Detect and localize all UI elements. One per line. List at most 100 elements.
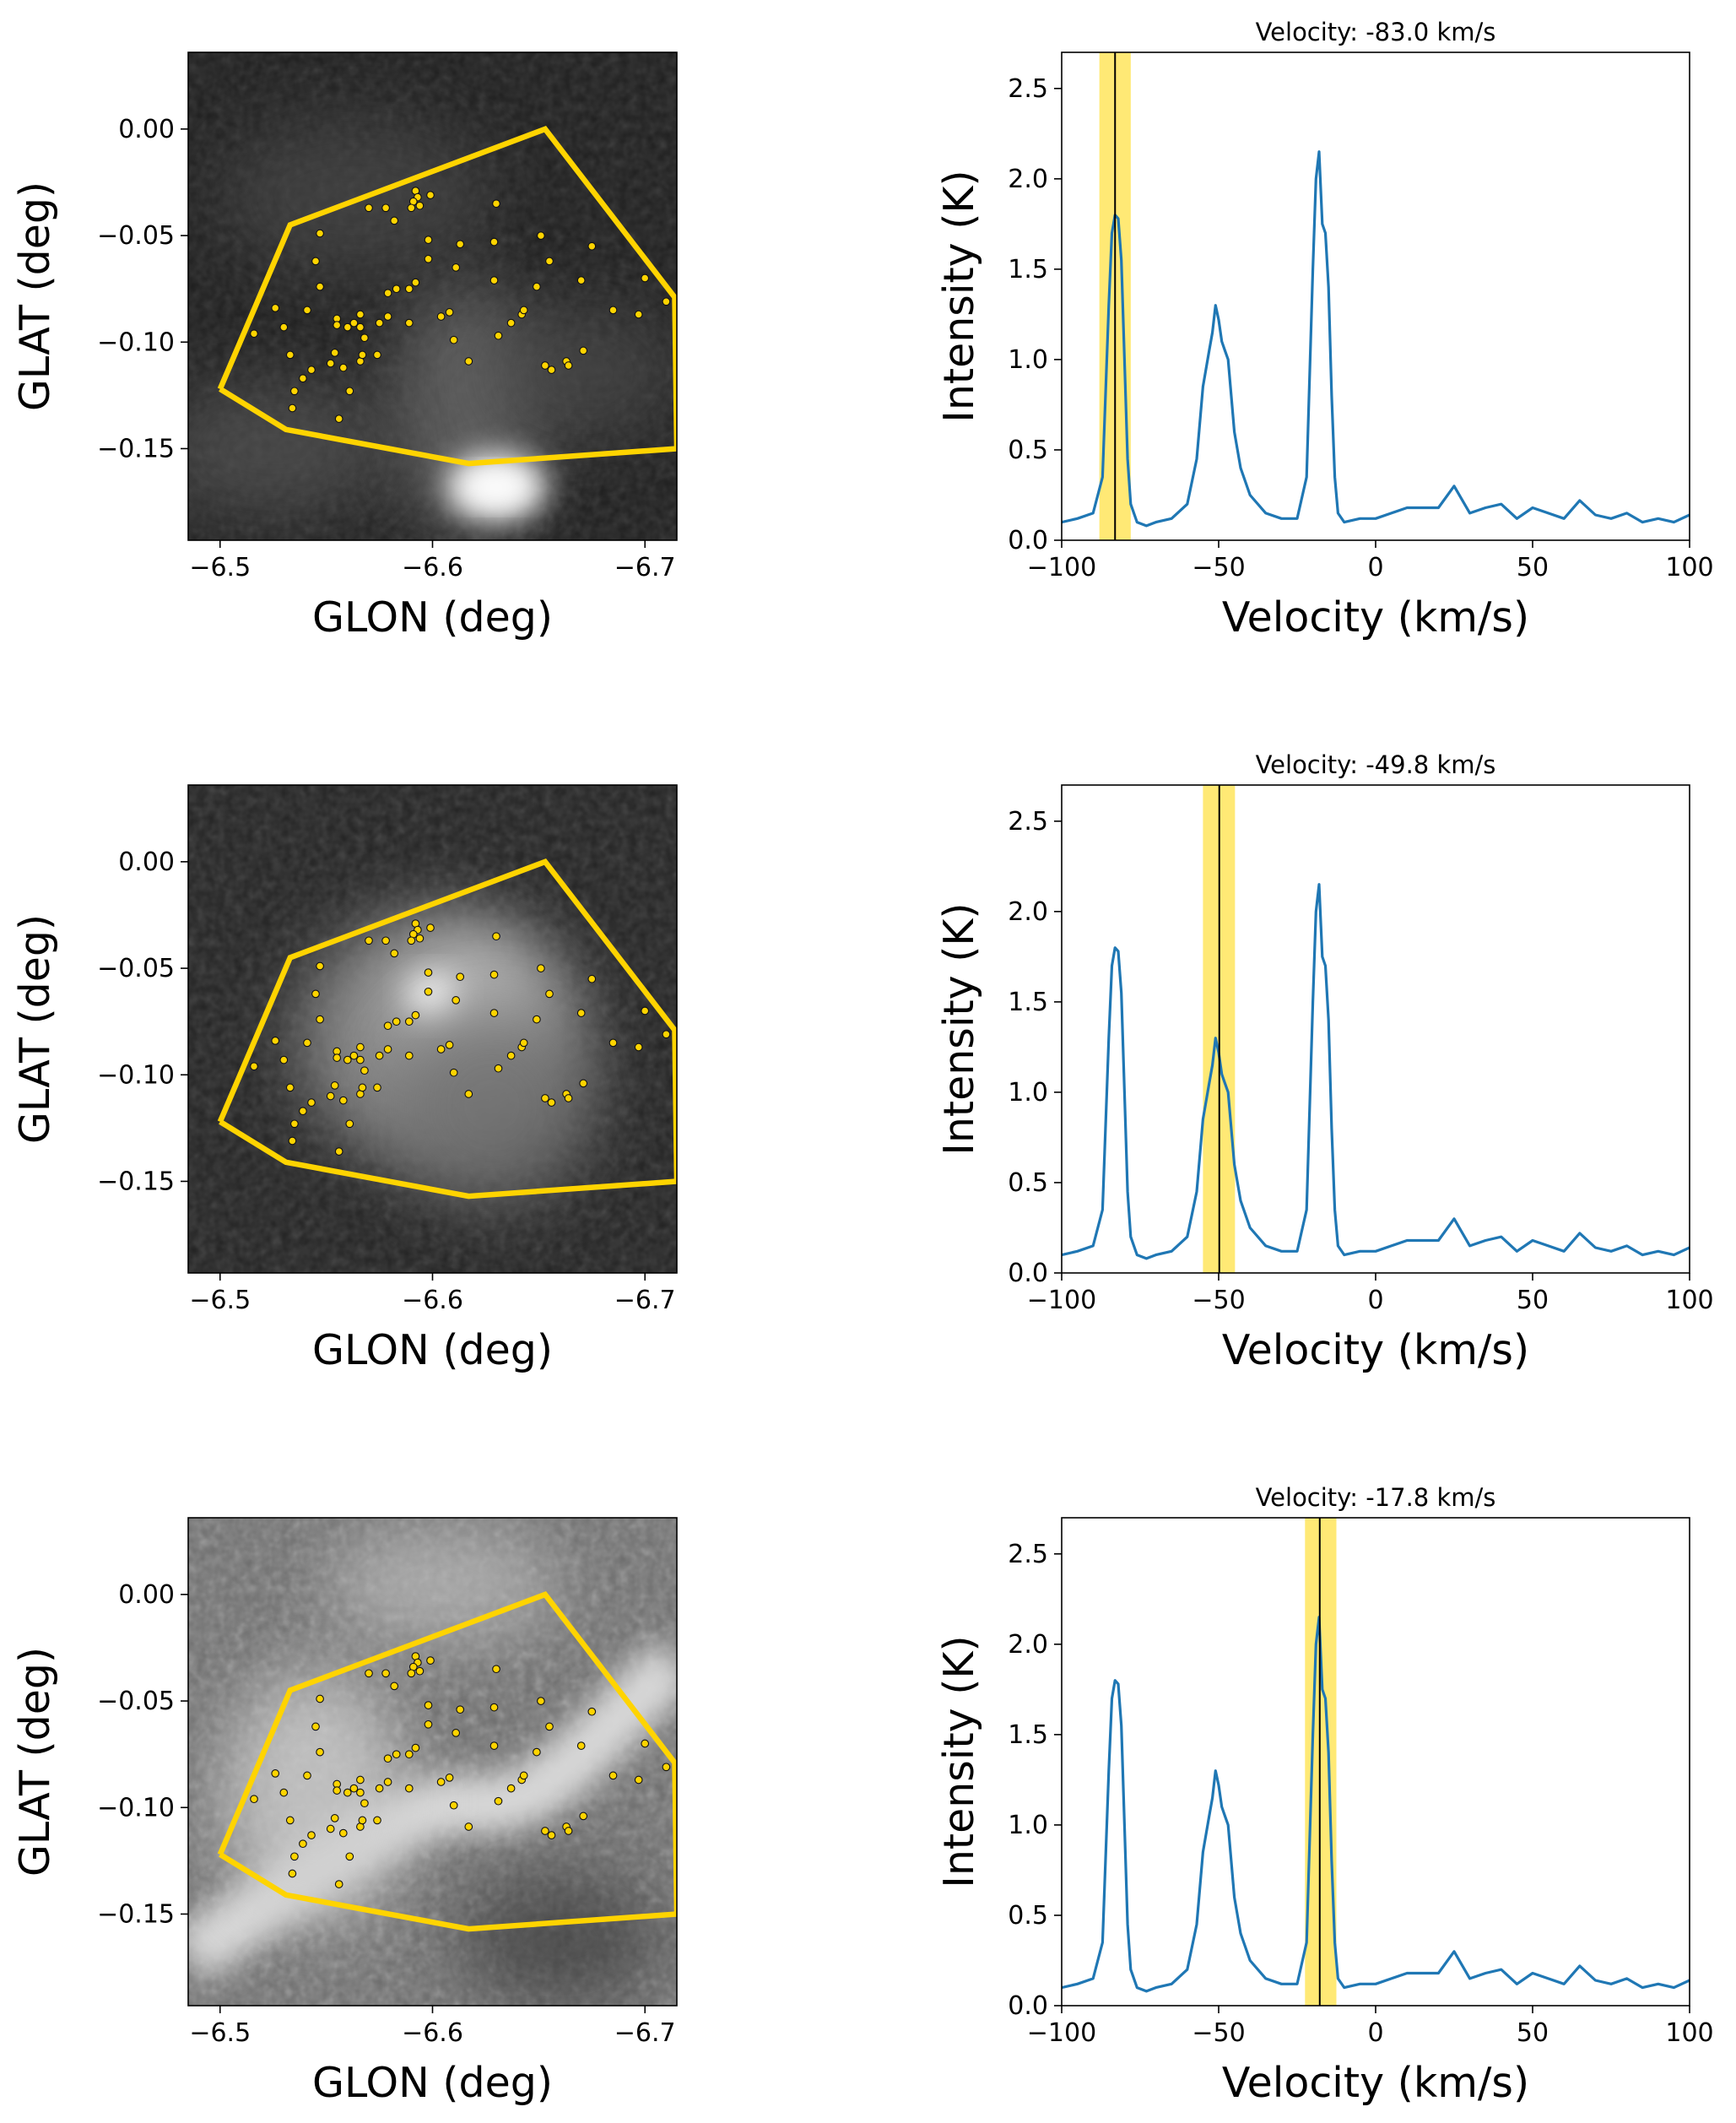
- source-marker: [587, 974, 597, 983]
- source-marker: [288, 1869, 297, 1878]
- y-tick-label: 0.00: [118, 848, 175, 877]
- source-marker: [576, 1009, 586, 1017]
- spectrum-title: Velocity: -49.8 km/s: [1256, 750, 1496, 779]
- source-marker: [288, 403, 297, 413]
- source-marker: [537, 964, 545, 972]
- x-tick-label: 0: [1367, 1286, 1383, 1315]
- source-marker: [326, 359, 335, 368]
- source-marker: [634, 310, 643, 319]
- source-marker: [349, 1784, 359, 1793]
- source-marker: [316, 1747, 324, 1757]
- source-marker: [641, 1739, 650, 1748]
- source-marker: [334, 414, 343, 423]
- source-marker: [464, 1090, 473, 1098]
- source-marker: [365, 936, 373, 945]
- x-tick-label: −50: [1192, 1286, 1245, 1315]
- source-marker: [537, 1697, 545, 1705]
- source-marker: [519, 306, 528, 315]
- y-tick-label: 0.5: [1008, 1901, 1048, 1931]
- source-marker: [358, 350, 367, 360]
- source-marker: [390, 1682, 399, 1691]
- source-marker: [303, 306, 311, 315]
- source-marker: [271, 304, 280, 312]
- source-marker: [404, 1051, 414, 1060]
- source-marker: [383, 1045, 392, 1053]
- x-tick-label: 0: [1367, 553, 1383, 582]
- source-marker: [519, 1038, 528, 1048]
- source-marker: [343, 1788, 352, 1797]
- source-marker: [307, 366, 316, 374]
- map-image: [188, 52, 677, 540]
- source-marker: [383, 1021, 392, 1031]
- x-tick-label: 50: [1517, 553, 1549, 582]
- y-tick-label: 2.5: [1008, 74, 1048, 104]
- source-marker: [449, 1801, 458, 1810]
- y-axis-label: GLAT (deg): [11, 1647, 59, 1877]
- x-tick-label: 100: [1665, 553, 1713, 582]
- source-marker: [492, 932, 500, 941]
- source-marker: [449, 1068, 458, 1077]
- source-marker: [285, 1816, 295, 1825]
- x-tick-label: −6.6: [402, 2018, 463, 2048]
- y-tick-label: 2.5: [1008, 1540, 1048, 1569]
- x-tick-label: −50: [1192, 2018, 1245, 2048]
- spectrum-panel-2: Velocity: -49.8 km/s −100 −50 0 50 100 0.0 0.5 1…: [935, 750, 1714, 1374]
- source-marker: [390, 949, 399, 958]
- source-marker: [494, 1796, 503, 1806]
- source-marker: [326, 1824, 335, 1833]
- x-tick-label: 50: [1517, 2018, 1549, 2048]
- x-tick-label: −6.6: [402, 1286, 463, 1315]
- x-tick-label: −100: [1027, 553, 1096, 582]
- map-panel-1: −6.5 −6.6 −6.7 0.00 −0.05 −0.10 −0.15 GLON (deg…: [11, 51, 678, 642]
- source-marker: [316, 1694, 324, 1703]
- y-tick-label: 1.0: [1008, 1078, 1048, 1108]
- spectrum-frame: [1061, 51, 1690, 541]
- x-tick-label: −50: [1192, 553, 1245, 582]
- source-marker: [345, 1852, 354, 1861]
- source-marker: [587, 1707, 597, 1716]
- y-tick-label: 0.0: [1008, 526, 1048, 555]
- source-marker: [390, 216, 399, 225]
- source-marker: [316, 282, 324, 291]
- source-marker: [330, 349, 339, 357]
- source-marker: [381, 936, 390, 945]
- y-tick-label: 1.5: [1008, 1720, 1048, 1750]
- y-tick-label: 2.0: [1008, 897, 1048, 927]
- source-marker: [489, 237, 499, 246]
- y-tick-label: −0.10: [97, 1060, 175, 1090]
- x-axis-label: GLON (deg): [312, 2059, 553, 2107]
- x-tick-label: −100: [1027, 1286, 1096, 1315]
- source-marker: [407, 1669, 416, 1678]
- spectrum-line: [1062, 150, 1690, 528]
- source-marker: [456, 972, 465, 982]
- source-marker: [338, 1828, 348, 1838]
- source-marker: [338, 363, 348, 372]
- source-marker: [373, 1083, 381, 1092]
- y-tick-label: −0.15: [97, 434, 175, 463]
- source-marker: [360, 1066, 369, 1075]
- map-panel-3: −6.5 −6.6 −6.7 0.00 −0.05 −0.10 −0.15 GLON (deg…: [11, 1517, 678, 2107]
- y-tick-label: −0.10: [97, 328, 175, 357]
- source-marker: [290, 1852, 299, 1861]
- source-marker: [547, 366, 556, 374]
- source-marker: [452, 263, 461, 272]
- source-marker: [436, 312, 446, 321]
- x-tick-label: −6.6: [402, 553, 463, 582]
- y-tick-label: 2.5: [1008, 807, 1048, 837]
- source-marker: [608, 1771, 618, 1780]
- source-marker: [358, 1816, 367, 1825]
- source-marker: [436, 1045, 446, 1053]
- source-marker: [343, 1055, 352, 1064]
- source-marker: [489, 1009, 499, 1017]
- source-marker: [445, 1774, 454, 1782]
- source-marker: [407, 936, 416, 945]
- source-marker: [456, 1705, 465, 1714]
- source-marker: [411, 1743, 420, 1752]
- y-tick-label: −0.05: [97, 954, 175, 983]
- source-marker: [445, 1041, 454, 1049]
- y-tick-label: 0.00: [118, 1580, 175, 1610]
- source-marker: [404, 284, 414, 294]
- spectrum-frame: [1061, 1517, 1690, 2007]
- source-marker: [541, 361, 549, 370]
